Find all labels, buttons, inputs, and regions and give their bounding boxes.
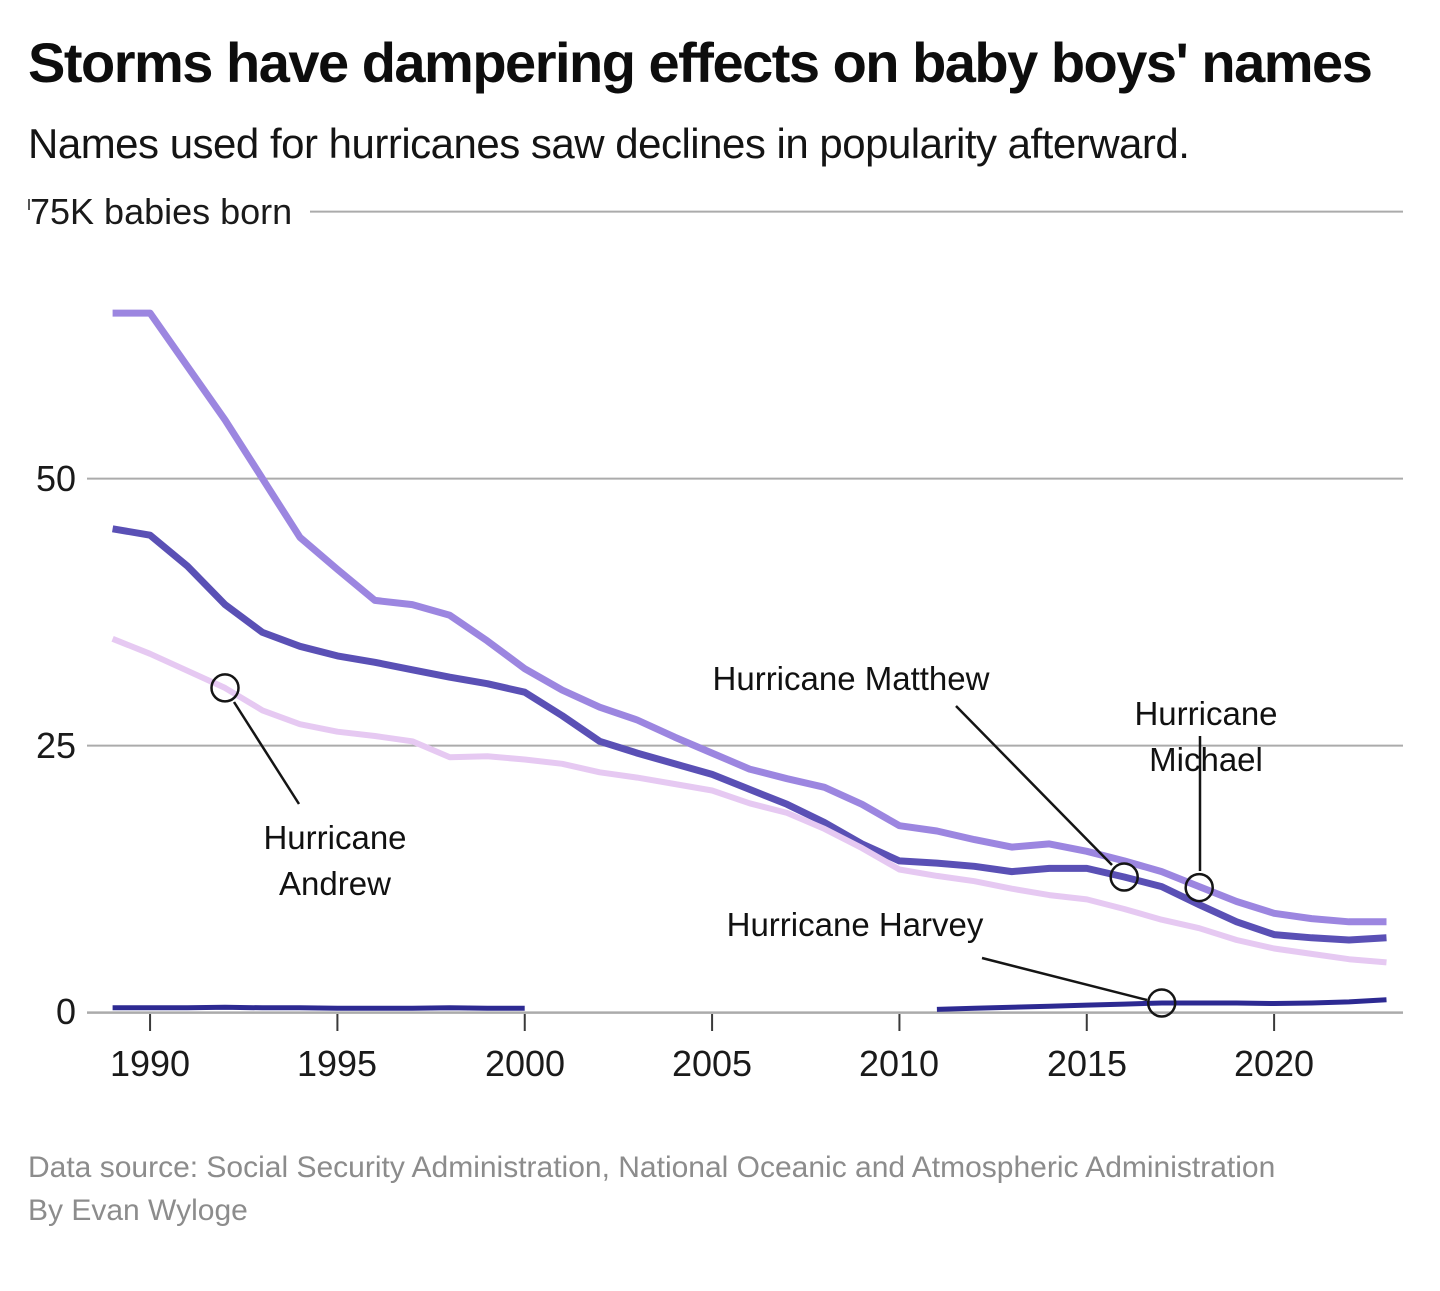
line-harvey-segment-11 [936, 997, 1387, 1012]
y-axis-tick-label-50: 50 [35, 458, 76, 499]
footer: Data source: Social Security Administrat… [28, 1146, 1278, 1232]
line-matthew-segment-1 [112, 525, 1387, 944]
leader-line-harvey [981, 956, 1148, 1002]
y-axis-top-label: 75K babies born [30, 191, 293, 232]
x-axis-tick-label-2010: 2010 [858, 1043, 940, 1084]
x-axis-tick-label-1995: 1995 [296, 1043, 378, 1084]
x-axis-tick-label-2020: 2020 [1233, 1043, 1315, 1084]
leader-line-andrew [232, 701, 301, 805]
x-axis-tick-label-1990: 1990 [109, 1043, 191, 1084]
marker-circle-michael [1184, 872, 1214, 903]
leader-line-matthew [955, 705, 1113, 866]
line-harvey-segment-1 [112, 1004, 525, 1011]
x-axis-tick-label-2005: 2005 [671, 1043, 753, 1084]
annotation-hurricane-harvey: Hurricane Harvey [726, 906, 984, 943]
annotation-hurricane-michael: Hurricane Michael [1134, 695, 1278, 778]
y-axis-tick-label-0: 0 [55, 991, 76, 1032]
x-axis-tick-label-2015: 2015 [1046, 1043, 1128, 1084]
y-axis-tick-label-25: 25 [35, 725, 76, 766]
byline: By Evan Wyloge [28, 1194, 248, 1227]
x-axis-tick-label-2000: 2000 [484, 1043, 566, 1084]
marker-circle-harvey [1146, 988, 1177, 1018]
page-subtitle: Names used for hurricanes saw declines i… [28, 120, 1190, 167]
line-andrew-segment-1 [111, 636, 1387, 966]
source-note: Data source: Social Security Administrat… [28, 1151, 1276, 1184]
annotation-hurricane-andrew: Hurricane Andrew [263, 819, 407, 902]
line-michael-segment-1 [112, 309, 1387, 926]
page-title: Storms have dampering effects on baby bo… [28, 31, 1373, 94]
annotation-hurricane-matthew: Hurricane Matthew [712, 660, 990, 697]
marker-circle-andrew [210, 673, 240, 703]
marker-circle-matthew [1109, 862, 1139, 892]
